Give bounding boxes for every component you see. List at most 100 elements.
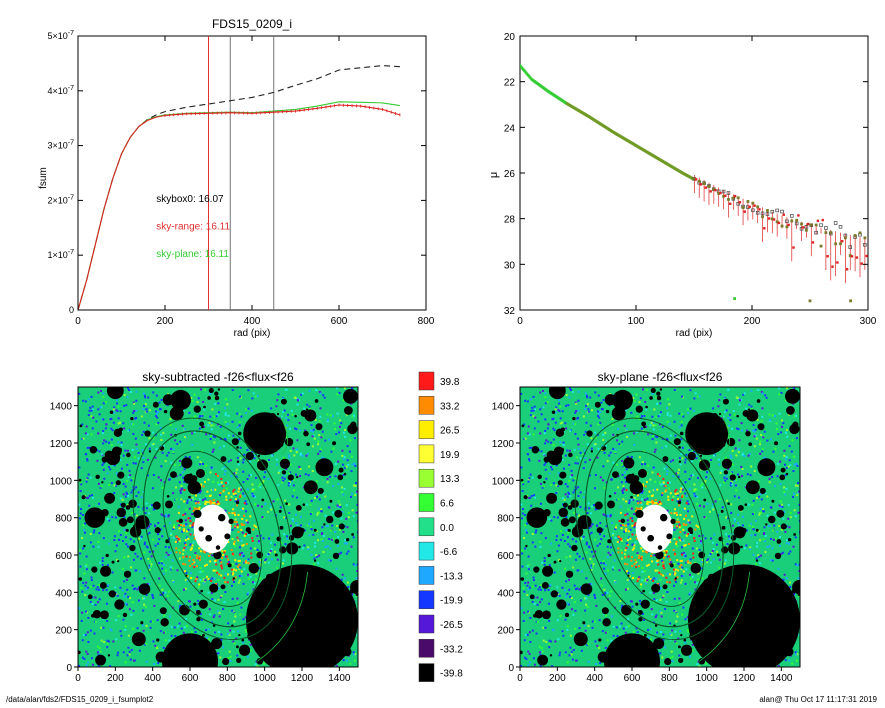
cog-ytick-label: 4×10-7 xyxy=(47,85,74,96)
colorbar-label: 13.3 xyxy=(440,474,460,485)
sb-point-skybox xyxy=(780,209,784,214)
surface-brightness-chart: 0 100 200 300 20 22 24 26 28 30 32 rad (pix) μ xyxy=(488,32,877,339)
sb-point-range xyxy=(743,210,747,213)
map1-star-mask xyxy=(170,389,191,411)
map1-ytick-label: 1000 xyxy=(50,476,73,487)
map1-ytick-label: 800 xyxy=(55,514,72,525)
sb-point-skybox xyxy=(775,208,779,213)
sb-point-range xyxy=(758,208,761,211)
sb-point-skybox xyxy=(804,225,809,229)
sb-point-range xyxy=(733,194,737,198)
sb-point xyxy=(775,220,779,224)
sb-point xyxy=(712,187,716,191)
sb-outlier xyxy=(849,299,852,303)
map1-frame xyxy=(77,386,359,668)
colorbar-swatch xyxy=(418,541,435,561)
map2-xtick-label: 1400 xyxy=(770,673,793,684)
sb-point-range xyxy=(826,255,829,258)
colorbar-swatch xyxy=(418,590,435,609)
sb-point-range xyxy=(811,241,815,244)
sb-point-range xyxy=(767,217,771,220)
sb-ytick-label: 22 xyxy=(504,78,516,89)
sb-point xyxy=(780,224,784,228)
map1-star-mask xyxy=(162,633,218,667)
sb-plot-frame xyxy=(519,35,869,311)
sb-ylabel: μ xyxy=(488,172,500,178)
colorbar: 39.8 33.2 26.5 19.9 13.3 6.6 0.0 -6.6 -13.3 -19.9… xyxy=(418,371,463,682)
map1-star-mask xyxy=(315,458,334,477)
sb-point xyxy=(819,244,823,248)
map1-xtick-label: 400 xyxy=(144,673,161,684)
sb-point-skybox xyxy=(824,226,828,230)
cog-plot-frame xyxy=(77,35,427,311)
map1-star-mask xyxy=(343,388,358,404)
sb-point-range xyxy=(777,221,781,225)
map2-ytick-label: 800 xyxy=(497,514,514,525)
sb-point-skybox xyxy=(726,191,731,195)
sky-plane-map: sky-plane -f26<flux<f26 0 200 400 600 800 100… xyxy=(492,370,801,684)
sb-point-range xyxy=(748,205,751,208)
map2-xtick-label: 1200 xyxy=(733,673,756,684)
map2-xtick-label: 1000 xyxy=(696,673,719,684)
map2-star-mask xyxy=(604,633,660,667)
colorbar-swatch xyxy=(418,639,435,658)
map1-ytick-label: 600 xyxy=(55,551,72,562)
cog-series-line xyxy=(78,104,401,310)
sb-point-skybox xyxy=(785,219,789,224)
sb-point xyxy=(761,215,764,219)
cog-xtick-label: 0 xyxy=(75,316,81,327)
map2-xtick-label: 200 xyxy=(549,673,566,684)
sb-point-range xyxy=(855,256,859,259)
cog-xtick-label: 600 xyxy=(331,316,348,327)
sb-point xyxy=(800,222,803,226)
sb-point-skybox xyxy=(794,221,799,226)
map1-aperture-ellipse xyxy=(162,450,263,607)
footer-timestamp: alan@ Thu Oct 17 11:17:31 2019 xyxy=(759,695,877,704)
map1-arc xyxy=(256,571,308,662)
cog-xtick-label: 800 xyxy=(418,316,435,327)
sb-point xyxy=(736,196,740,200)
sb-point-skybox xyxy=(790,214,794,218)
sb-point xyxy=(843,236,847,240)
curve-of-growth-chart: FDS15_0209_i skybox0: 16.07 sky-range: 16… xyxy=(38,17,435,339)
map2-core-mask xyxy=(647,534,655,542)
sb-point-range xyxy=(865,254,868,258)
map2-ytick-label: 0 xyxy=(508,663,514,674)
map2-ytick-label: 600 xyxy=(497,551,514,562)
cog-ytick-label: 2×10-7 xyxy=(47,194,74,205)
sb-outlier xyxy=(733,297,736,300)
map2-star-mask xyxy=(548,387,566,400)
cog-series-line xyxy=(78,101,400,310)
colorbar-label: 39.8 xyxy=(440,377,460,388)
map2-core-mask xyxy=(640,526,646,532)
colorbar-label: -33.2 xyxy=(440,644,463,655)
map1-xtick-label: 0 xyxy=(75,673,81,684)
sb-point xyxy=(731,196,735,200)
cog-xtick-label: 200 xyxy=(157,316,174,327)
cog-annotation: sky-plane: 16.11 xyxy=(156,249,229,260)
sb-point-skybox xyxy=(838,225,843,229)
sb-point xyxy=(727,198,730,201)
sb-ytick-label: 30 xyxy=(504,260,516,271)
map1-star-mask xyxy=(84,507,106,528)
sb-point xyxy=(785,225,789,229)
sb-point xyxy=(717,192,721,195)
map2-xtick-label: 400 xyxy=(586,673,603,684)
map2-arc xyxy=(698,571,750,662)
colorbar-label: 26.5 xyxy=(440,426,460,437)
sb-point-skybox xyxy=(736,202,740,206)
sb-point xyxy=(805,228,808,232)
sb-point xyxy=(722,194,725,198)
sb-point xyxy=(707,184,711,188)
sb-point-range xyxy=(738,201,742,204)
sb-point xyxy=(697,179,701,183)
map1-xtick-label: 1000 xyxy=(254,673,277,684)
sb-point xyxy=(790,219,794,223)
cog-ytick-label: 5×10-7 xyxy=(47,30,74,41)
map2-ytick-label: 200 xyxy=(497,626,514,637)
sb-xlabel: rad (pix) xyxy=(676,328,713,339)
sb-point-range xyxy=(816,219,820,223)
sb-point xyxy=(814,223,818,227)
sb-xtick-label: 0 xyxy=(517,316,523,327)
colorbar-swatch xyxy=(418,468,435,488)
